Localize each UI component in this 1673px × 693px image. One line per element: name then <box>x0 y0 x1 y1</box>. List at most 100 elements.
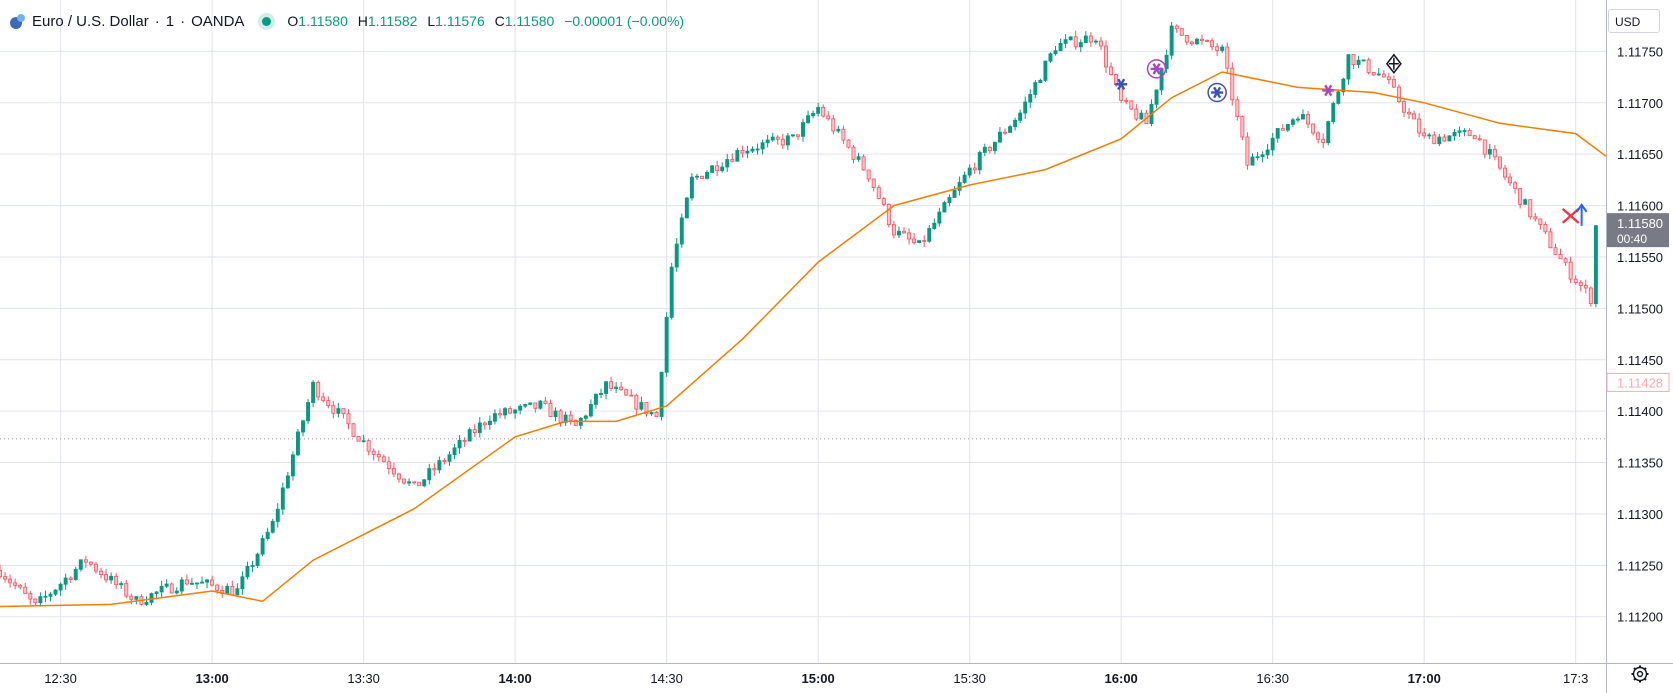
candle-body <box>1164 54 1169 70</box>
candle-body <box>629 394 634 397</box>
candle-body <box>907 232 912 240</box>
candle-body <box>1099 40 1103 47</box>
candle-body <box>523 404 528 407</box>
candle-body <box>1402 101 1406 113</box>
candle-body <box>296 431 300 456</box>
candle-body <box>1583 285 1588 289</box>
candle-body <box>513 409 518 414</box>
candle-body <box>1048 53 1053 62</box>
candle-body <box>316 381 321 398</box>
y-tick-label: 1.11650 <box>1617 147 1663 162</box>
candle-body <box>255 553 260 566</box>
candle-body <box>1361 59 1366 62</box>
candle-body <box>1058 43 1063 52</box>
candle-body <box>563 414 568 423</box>
candle-body <box>144 602 149 605</box>
candle-body <box>240 576 245 590</box>
candle-body <box>1008 126 1013 133</box>
y-tick-label: 1.11500 <box>1617 301 1663 316</box>
candle-body <box>760 142 765 150</box>
candle-body <box>1346 54 1351 80</box>
candle-body <box>740 149 745 154</box>
candle-body <box>381 456 386 463</box>
candle-body <box>1528 199 1533 218</box>
candle-body <box>593 393 598 405</box>
candle-body <box>38 596 43 604</box>
candle-body <box>1417 118 1422 134</box>
candle-body <box>750 148 755 152</box>
candle-body <box>1452 131 1457 137</box>
candle-body <box>614 386 619 389</box>
candle-body <box>88 561 93 565</box>
candle-body <box>109 575 114 581</box>
candle-body <box>1386 76 1391 81</box>
candle-body <box>609 381 614 389</box>
candle-body <box>831 118 836 132</box>
change-value: −0.00001 (−0.00%) <box>564 13 685 29</box>
x-tick-label: 15:00 <box>802 671 835 686</box>
candle-body <box>154 591 159 594</box>
candle-body <box>846 139 851 148</box>
candle-body <box>705 172 710 179</box>
candle-body <box>1104 45 1108 68</box>
chart-legend: Euro / U.S. Dollar · 1 · OANDA O1.11580 … <box>8 10 690 32</box>
candle-body <box>957 182 962 191</box>
candle-body <box>1578 282 1583 286</box>
symbol-name[interactable]: Euro / U.S. Dollar <box>32 12 149 30</box>
candle-body <box>982 146 987 153</box>
candle-body <box>558 410 563 423</box>
candle-body <box>1028 94 1033 103</box>
close-value: 1.11580 <box>504 13 555 29</box>
candle-body <box>189 582 194 585</box>
candle-body <box>755 148 760 151</box>
candle-body <box>543 400 548 404</box>
candle-body <box>28 593 33 600</box>
candle-body <box>1558 254 1563 260</box>
candle-body <box>452 447 457 456</box>
candle-body <box>1109 66 1114 76</box>
candle-body <box>967 167 972 176</box>
candle-body <box>912 238 917 244</box>
candle-body <box>932 222 937 229</box>
candle-body <box>119 583 124 586</box>
candle-body <box>604 381 609 394</box>
candle-body <box>321 396 326 401</box>
candle-body <box>639 402 644 410</box>
x-tick-label: 15:30 <box>953 671 986 686</box>
legend-separator: · <box>154 12 160 30</box>
candle-body <box>538 400 543 409</box>
interval-label[interactable]: 1 <box>165 12 175 30</box>
x-tick-label: 17:00 <box>1408 671 1441 686</box>
candle-body <box>331 405 336 414</box>
candle-body <box>1588 287 1593 305</box>
candle-body <box>412 481 417 484</box>
candle-body <box>1184 34 1189 43</box>
candle-body <box>826 115 831 120</box>
candle-body <box>1210 40 1215 48</box>
candle-body <box>1447 135 1452 142</box>
candle-body <box>13 582 18 586</box>
candle-body <box>437 460 442 471</box>
candle-body <box>477 422 482 434</box>
candle-body <box>730 159 735 162</box>
candle-body <box>8 578 13 584</box>
candle-body <box>53 589 58 595</box>
exchange-label[interactable]: OANDA <box>191 12 245 30</box>
candle-body <box>654 412 659 417</box>
settings-gear-icon[interactable] <box>1630 664 1650 684</box>
countdown-label: 00:40 <box>1617 232 1647 246</box>
candle-body <box>518 405 523 411</box>
candle-body <box>1366 59 1371 73</box>
candle-body <box>1038 80 1043 84</box>
candle-body <box>23 586 28 595</box>
candle-body <box>386 461 391 469</box>
candle-body <box>1497 156 1502 169</box>
candle-body <box>1487 149 1492 155</box>
candle-body <box>99 570 103 576</box>
candle-body <box>1412 113 1417 120</box>
signal-asterisk-icon <box>1216 86 1222 94</box>
candle-body <box>917 240 922 244</box>
currency-button[interactable]: USD <box>1608 9 1660 33</box>
candle-body <box>1593 225 1598 305</box>
